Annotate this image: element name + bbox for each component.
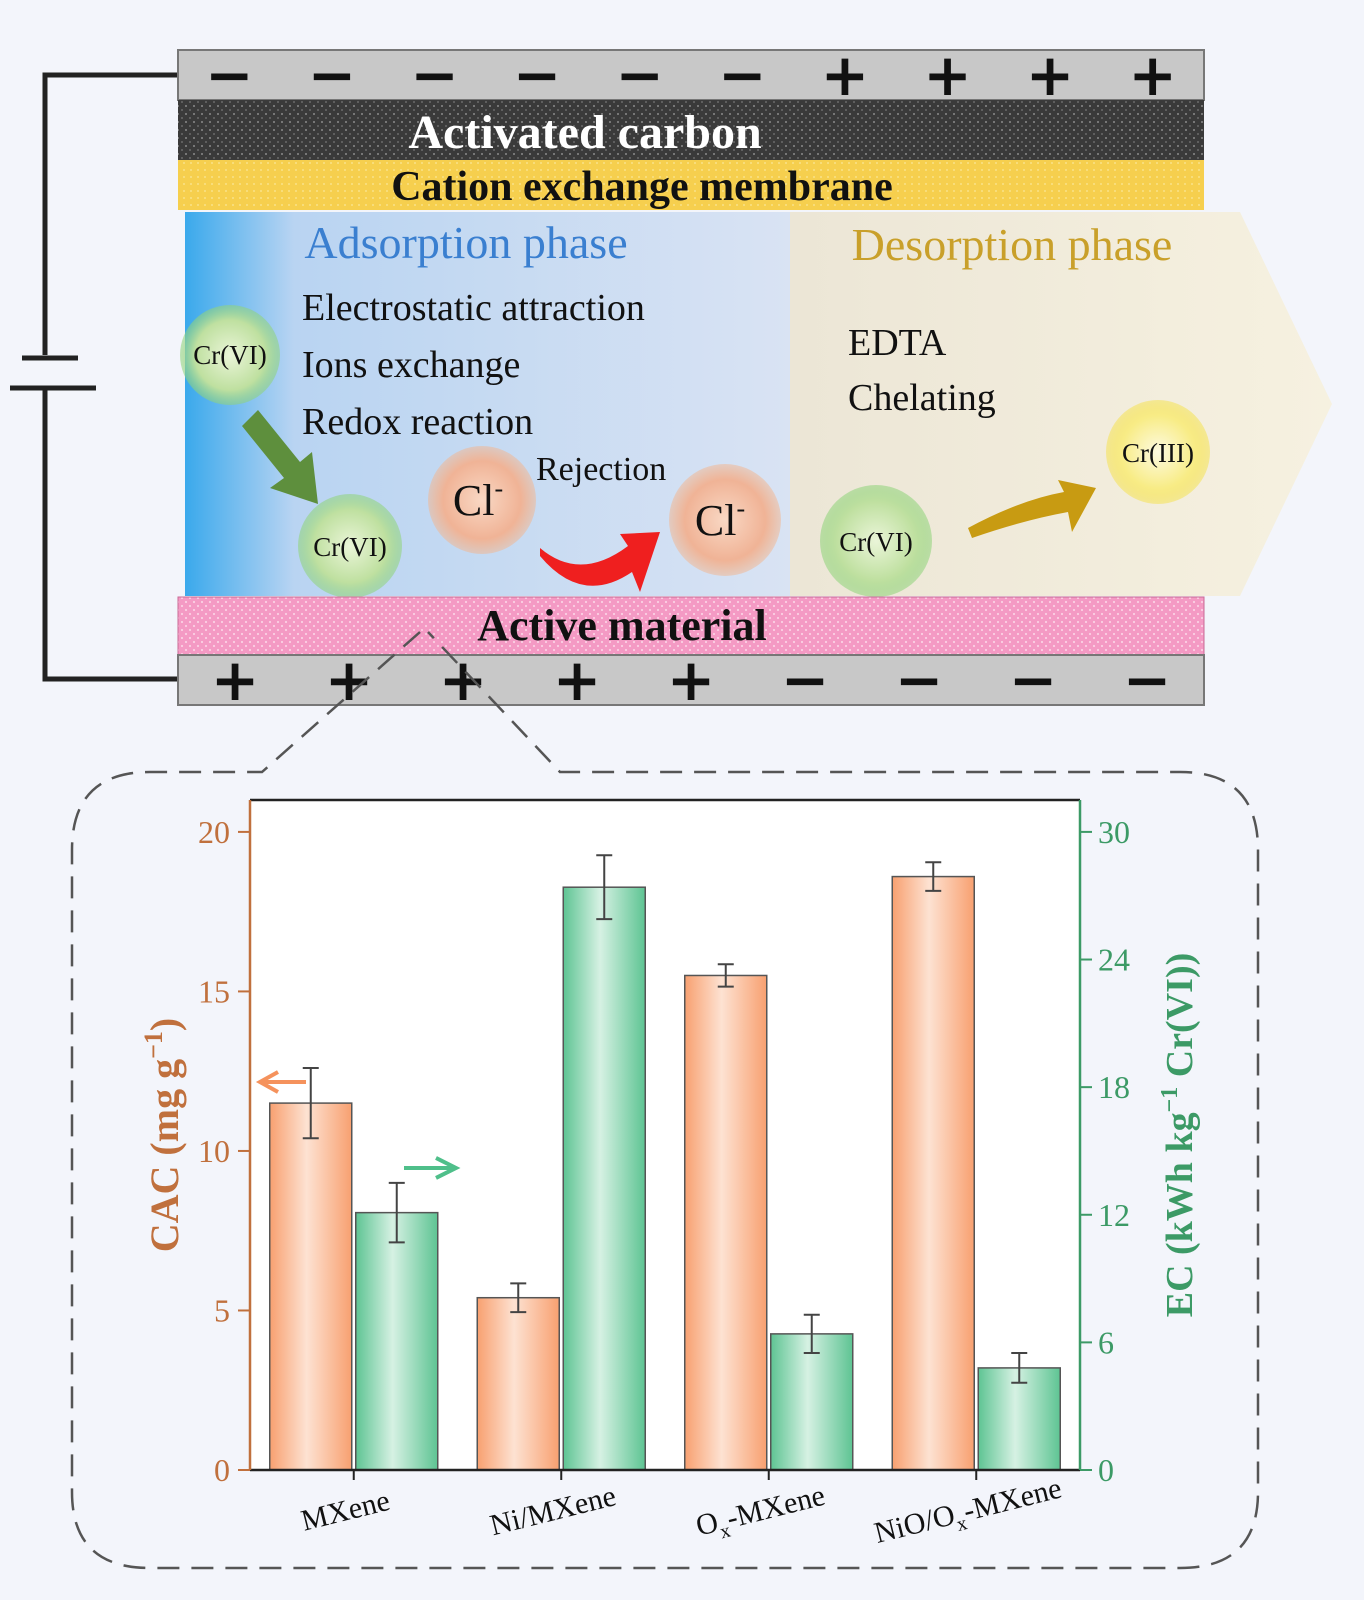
right-tick-label-5: 30: [1098, 814, 1130, 850]
adsorption-title: Adsorption phase: [304, 217, 627, 268]
ion-cl-rejected-1: Cl-: [428, 446, 536, 554]
ion-crvi-desorbing: Cr(VI): [820, 485, 932, 597]
right-axis-title: EC (kWh kg−1 Cr(VI)): [1157, 953, 1201, 1318]
desorption-agent-2: Chelating: [848, 377, 996, 419]
zoom-callout: [70, 631, 1260, 1570]
right-tick-label-4: 24: [1098, 942, 1130, 978]
left-tick-label-2: 10: [198, 1133, 230, 1169]
right-tick-label-3: 18: [1098, 1069, 1130, 1105]
right-axis-arrow-icon: [404, 1156, 461, 1180]
bottom-electrode: + + + + + − − − −: [177, 646, 1205, 714]
top-electrode-sign-5: −: [718, 41, 767, 109]
adsorption-region: Adsorption phase Electrostatic attractio…: [185, 212, 790, 596]
category-label-3: NiO/Ox-MXene: [871, 1472, 1066, 1556]
error-bar-ec-1: [596, 854, 613, 921]
ion-criii: Cr(III): [1106, 400, 1210, 504]
right-tick-label-2: 12: [1098, 1197, 1130, 1233]
left-tick-label-1: 5: [214, 1292, 230, 1328]
error-bar-cac-2: [717, 963, 734, 988]
left-axis-arrow-icon: [255, 1070, 306, 1094]
mechanism-2: Ions exchange: [302, 344, 520, 386]
bottom-electrode-sign-5: −: [781, 646, 830, 714]
top-electrode-sign-2: −: [410, 41, 459, 109]
error-bar-ec-2: [803, 1313, 820, 1355]
membrane-layer: Cation exchange membrane: [178, 160, 1204, 210]
bar-cac-3: [891, 875, 975, 1471]
activated-carbon-layer: Activated carbon: [178, 100, 1204, 160]
right-tick-label-1: 6: [1098, 1324, 1114, 1360]
mechanism-3: Redox reaction: [302, 401, 533, 443]
desorption-title: Desorption phase: [852, 219, 1173, 270]
bar-ec-0: [355, 1211, 439, 1471]
top-electrode-sign-9: +: [1128, 41, 1177, 109]
desorption-region: Desorption phase EDTA Chelating: [790, 212, 1332, 596]
bar-ec-1: [562, 886, 646, 1471]
active-material-layer: Active material: [177, 596, 1205, 656]
category-label-0: MXene: [298, 1484, 393, 1538]
svg-text:Cl-: Cl-: [453, 474, 503, 525]
svg-text:Cr(III): Cr(III): [1122, 438, 1194, 468]
category-label-2: Ox-MXene: [693, 1479, 830, 1549]
bottom-electrode-sign-2: +: [439, 646, 488, 714]
svg-text:Cr(VI): Cr(VI): [313, 532, 386, 562]
left-tick-label-3: 15: [198, 973, 230, 1009]
left-tick-label-4: 20: [198, 814, 230, 850]
rejection-label: Rejection: [536, 451, 666, 488]
membrane-label: Cation exchange membrane: [391, 164, 893, 210]
green-arrow-icon: [242, 410, 318, 504]
bottom-electrode-sign-7: −: [1009, 646, 1058, 714]
bottom-electrode-sign-4: +: [667, 646, 716, 714]
bar-cac-0: [269, 1102, 353, 1471]
ion-crvi-entering: Cr(VI): [180, 305, 280, 405]
active-material-label: Active material: [477, 601, 767, 650]
ion-cl-rejected-2: Cl-: [669, 464, 781, 576]
top-electrode-sign-1: −: [308, 41, 357, 109]
bar-ec-2: [770, 1333, 854, 1471]
svg-text:Cr(VI): Cr(VI): [193, 340, 266, 370]
bar-cac-2: [684, 974, 768, 1471]
top-electrode-sign-3: −: [513, 41, 562, 109]
error-bar-cac-0: [302, 1067, 319, 1140]
error-bar-ec-0: [388, 1181, 405, 1244]
bottom-electrode-sign-6: −: [895, 646, 944, 714]
bar-cac-1: [476, 1296, 560, 1471]
red-arrow-icon: [540, 532, 660, 592]
bottom-electrode-sign-8: −: [1123, 646, 1172, 714]
top-electrode-sign-0: −: [205, 41, 254, 109]
left-axis-title: CAC (mg g−1): [139, 1018, 187, 1252]
category-label-1: Ni/MXene: [487, 1479, 619, 1542]
mechanism-1: Electrostatic attraction: [302, 287, 645, 329]
top-electrode-sign-4: −: [615, 41, 664, 109]
error-bar-ec-3: [1011, 1352, 1028, 1384]
error-bar-cac-1: [510, 1282, 527, 1314]
error-bar-cac-3: [925, 861, 942, 892]
top-electrode-sign-8: +: [1026, 41, 1075, 109]
gold-arrow-icon: [968, 480, 1096, 538]
bar-ec-3: [977, 1367, 1061, 1471]
bar-chart: MXene Ni/MXene Ox-MXene NiO/Ox-MXene 0 5 10 15 2…: [139, 798, 1201, 1556]
top-electrode-sign-6: +: [821, 41, 870, 109]
svg-text:Cr(VI): Cr(VI): [839, 527, 912, 557]
bottom-electrode-sign-0: +: [211, 646, 260, 714]
left-tick-label-0: 0: [214, 1452, 230, 1488]
desorption-agent-1: EDTA: [848, 322, 947, 364]
external-circuit: [10, 72, 178, 682]
ion-crvi-adsorbed: Cr(VI): [298, 494, 402, 598]
activated-carbon-label: Activated carbon: [408, 106, 761, 159]
top-electrode-sign-7: +: [923, 41, 972, 109]
right-tick-label-0: 0: [1098, 1452, 1114, 1488]
svg-text:Cl-: Cl-: [695, 494, 745, 545]
top-electrode: − − − − − − + + + +: [177, 41, 1205, 109]
bottom-electrode-sign-3: +: [553, 646, 602, 714]
